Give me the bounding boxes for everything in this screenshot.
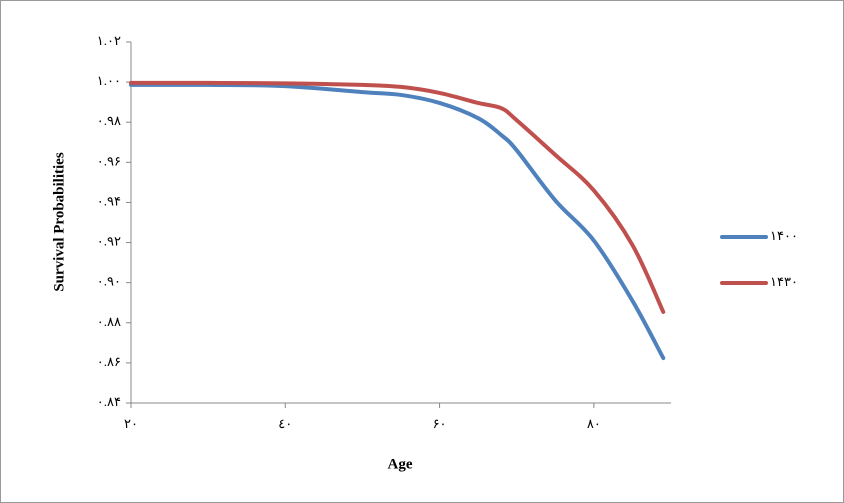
legend-label: ۱۴۳۰ — [770, 274, 798, 289]
y-tick-label: ۱.۰۲ — [97, 33, 121, 48]
x-tick-label: ۸۰ — [587, 416, 601, 431]
y-tick-label: ۰.۹۸ — [97, 113, 121, 128]
series-line — [129, 82, 666, 361]
y-tick-label: ۰.۸۸ — [97, 314, 121, 329]
x-tick-label: ۲۰ — [124, 416, 138, 431]
x-tick-label: ۶۰ — [433, 416, 447, 431]
x-axis-title: Age — [388, 456, 413, 472]
y-tick-label: ۰.۹۴ — [97, 193, 121, 208]
series-line — [129, 80, 666, 314]
legend-label: ۱۴۰۰ — [770, 228, 798, 243]
y-tick-label: ۱.۰۰ — [97, 73, 121, 88]
y-tick-label: ۰.۹۰ — [97, 274, 121, 289]
y-tick-label: ۰.۸۴ — [97, 394, 121, 409]
y-axis-title: Survival Probabilities — [51, 152, 67, 291]
x-tick-label: ٤۰ — [278, 416, 292, 431]
y-tick-label: ۰.۹۶ — [97, 153, 121, 168]
y-tick-label: ۰.۹۲ — [97, 234, 121, 249]
y-tick-label: ۰.۸۶ — [97, 354, 121, 369]
